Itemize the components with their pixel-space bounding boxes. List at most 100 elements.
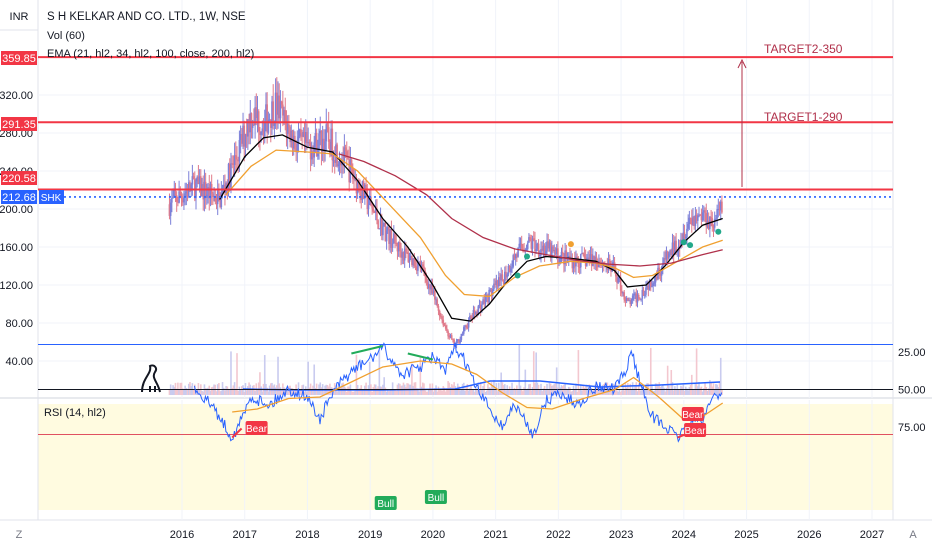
candle-body: [561, 251, 564, 254]
candle-body: [212, 193, 214, 197]
candle-body: [370, 196, 372, 202]
candle-body: [467, 319, 470, 328]
volume-bar: [294, 389, 296, 395]
volume-bar: [670, 370, 673, 395]
volume-bar: [202, 391, 205, 395]
candle-body: [652, 283, 654, 287]
volume-bar: [472, 389, 475, 395]
candle-body: [262, 128, 265, 137]
candle-body: [431, 284, 434, 294]
volume-bar: [224, 390, 226, 395]
ema-indicator-label[interactable]: EMA (21, hl2, 34, hl2, 100, close, 200, …: [47, 48, 254, 60]
candle-body: [514, 254, 517, 259]
candle-body: [534, 240, 536, 252]
candle-body: [321, 138, 324, 151]
candle-body: [697, 216, 699, 221]
volume-bar: [489, 387, 492, 395]
volume-bar: [317, 389, 319, 395]
time-tick-label: 2026: [797, 529, 821, 541]
candle-body: [251, 123, 254, 129]
candle-body: [282, 104, 284, 116]
candle-body: [461, 333, 464, 335]
volume-bar: [595, 382, 598, 395]
candle-body: [355, 177, 358, 194]
volume-bar: [348, 386, 350, 395]
currency-label[interactable]: INR: [10, 11, 29, 23]
volume-bar: [460, 389, 463, 395]
volume-bar: [207, 387, 209, 395]
rsi-indicator-label[interactable]: RSI (14, hl2): [44, 407, 106, 419]
candle-body: [303, 131, 306, 143]
volume-bar: [210, 387, 213, 395]
candle-body: [559, 255, 562, 263]
candle-body: [582, 253, 585, 255]
volume-bar: [251, 385, 254, 395]
volume-bar: [354, 390, 357, 395]
signal-tag-label: Bull: [428, 493, 445, 504]
candle-body: [578, 266, 581, 268]
candle-body: [294, 135, 296, 150]
volume-bar: [566, 389, 569, 395]
candle-body: [511, 266, 513, 269]
ema-line-2: [225, 149, 723, 298]
candle-body: [426, 282, 429, 289]
candle-body: [278, 95, 281, 119]
candle-body: [272, 101, 274, 126]
candle-body: [297, 136, 300, 144]
target2-price-label: 359.85: [2, 53, 36, 65]
volume-bar: [428, 389, 430, 395]
candle-body: [331, 128, 334, 161]
volume-indicator-label[interactable]: Vol (60): [47, 30, 85, 42]
volume-bar: [471, 389, 474, 395]
candle-body: [406, 251, 408, 253]
candle-body: [228, 163, 231, 188]
target1-annotation: TARGET1-290: [764, 110, 843, 124]
candle-body: [358, 182, 360, 188]
candle-body: [329, 141, 331, 155]
volume-bar: [172, 385, 174, 395]
candle-body: [639, 298, 641, 300]
candle-body: [446, 328, 448, 332]
candle-body: [619, 277, 622, 291]
symbol-title[interactable]: S H KELKAR AND CO. LTD., 1W, NSE: [47, 11, 246, 23]
candle-body: [241, 134, 243, 144]
volume-bar: [688, 386, 691, 395]
volume-bar: [713, 389, 716, 395]
price-tick-label: 120.00: [0, 280, 33, 292]
signal-dot: [567, 241, 574, 248]
volume-bar: [414, 382, 417, 395]
volume-bar: [280, 390, 283, 395]
candle-body: [236, 159, 238, 161]
candle-body: [462, 327, 465, 334]
volume-bar: [235, 388, 237, 395]
candle-body: [347, 157, 349, 160]
candle-body: [345, 151, 348, 158]
candle-body: [254, 107, 256, 126]
candle-body: [516, 254, 518, 257]
candle-body: [274, 92, 277, 124]
candle-body: [608, 259, 611, 266]
volume-bar: [442, 386, 445, 395]
candle-body: [203, 181, 206, 200]
platform-logo-icon[interactable]: [141, 364, 161, 393]
volume-bar: [430, 390, 433, 395]
candle-body: [572, 260, 575, 269]
candle-body: [214, 196, 217, 202]
auto-scale-toggle[interactable]: A: [909, 529, 917, 541]
signal-tag-bg: [245, 421, 268, 435]
candle-body: [545, 250, 547, 255]
candle-body: [715, 218, 717, 220]
volume-bar: [469, 388, 471, 395]
zoom-toggle[interactable]: Z: [16, 529, 23, 541]
candle-body: [659, 272, 662, 276]
volume-bar: [425, 391, 428, 395]
volume-bar: [669, 389, 671, 395]
volume-bar: [711, 386, 714, 395]
volume-bar: [355, 354, 358, 395]
ticker-label: SHK: [41, 193, 62, 204]
candle-body: [417, 262, 419, 271]
volume-bar: [342, 382, 344, 395]
candle-body: [565, 250, 568, 259]
volume-bar: [402, 382, 405, 395]
